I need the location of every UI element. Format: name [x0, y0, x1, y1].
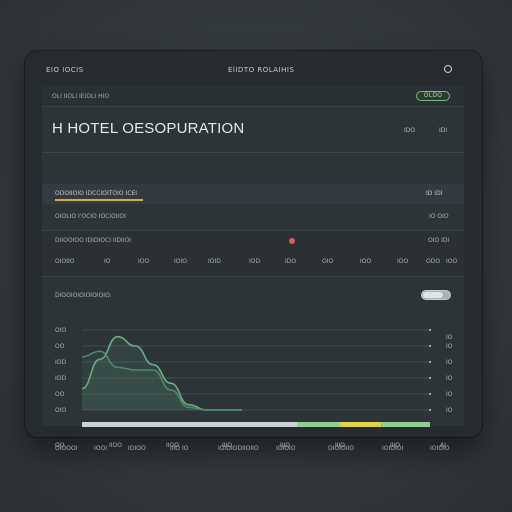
- top-bar: EIO IOCIS ElIDTO ROLAIHIS: [25, 51, 482, 89]
- title-meta-b[interactable]: IDI: [439, 127, 448, 134]
- footer-item[interactable]: IOIOIO: [430, 445, 450, 452]
- panel-header: OLI IIOLI IEIOLI HIO OLDO: [42, 86, 464, 107]
- chart-toggle[interactable]: [421, 290, 451, 300]
- y-tick-label: OIO: [55, 407, 66, 414]
- grid-end-dot: [429, 393, 431, 395]
- axis-tick: OIOIIO: [55, 258, 75, 265]
- y-tick-label: OIO: [55, 327, 66, 334]
- x-tick-label: IIIO: [390, 442, 400, 449]
- section-a-value: ID IDI: [426, 190, 443, 197]
- footer-bar: OIOOOI IOOI IOIOO IIIO IO IOIOIODIIOIIO …: [42, 445, 464, 467]
- axis-tick: IOO: [138, 258, 150, 265]
- chart-label: DIOOIOIOIOIOIOIO:: [55, 292, 112, 299]
- x-tick-label: IIIO: [335, 442, 345, 449]
- range-bar-segment: [381, 422, 430, 427]
- section-c-value: OIO IDI: [428, 237, 450, 244]
- top-left-label: EIO IOCIS: [46, 66, 84, 74]
- right-tick-label: IO: [446, 343, 453, 350]
- active-underline: [55, 199, 143, 201]
- grid-end-dot: [429, 345, 431, 347]
- y-tick-label: OO: [55, 343, 65, 350]
- title-row: H HOTEL OESOPURATION IDO IDI: [42, 107, 464, 153]
- x-tick-label: IIIO: [280, 442, 290, 449]
- grid-end-dot: [429, 409, 431, 411]
- section-b-row[interactable]: OIOLIO I'OCIO IOCIOIIOI IO OIO: [42, 204, 464, 230]
- section-c-row[interactable]: DIIOOIOO IDIDIOCI IIDIIOI OIO IDI: [42, 230, 464, 251]
- status-circle-icon[interactable]: [444, 65, 452, 73]
- axis-tick: IOIO: [174, 258, 187, 265]
- axis-tick: IOO: [397, 258, 409, 265]
- grid-end-dot: [429, 329, 431, 331]
- axis-tick: IOO: [446, 258, 458, 265]
- grid-end-dot: [429, 361, 431, 363]
- title-meta-a[interactable]: IDO: [404, 127, 416, 134]
- footer-item[interactable]: IOIOIOI: [382, 445, 404, 452]
- axis-tick: IDO: [285, 258, 297, 265]
- x-tick-label: IIOO: [109, 442, 122, 449]
- section-a-label: ODOIIOIO IDCCIOITOIO ICEI: [55, 190, 138, 197]
- footer-item[interactable]: OIOIOIIO: [328, 445, 354, 452]
- axis-tick: IO: [104, 258, 111, 265]
- y-tick-label: IOD: [55, 375, 66, 382]
- footer-item[interactable]: IOIOIO: [276, 445, 296, 452]
- series-area: [82, 336, 242, 410]
- footer-item[interactable]: OIOOOI: [55, 445, 78, 452]
- x-tick-label: AI: [440, 442, 446, 449]
- right-tick-label: IO: [446, 359, 453, 366]
- y-tick-label: OO: [55, 391, 65, 398]
- panel-header-label: OLI IIOLI IEIOLI HIO: [52, 93, 110, 100]
- alert-marker-icon: [289, 238, 295, 244]
- page-title: H HOTEL OESOPURATION: [52, 120, 245, 137]
- axis-tick: IOO: [360, 258, 372, 265]
- top-center-label: ElIDTO ROLAIHIS: [228, 66, 295, 74]
- chart-section: DIOOIOIOIOIOIOIO:: [42, 276, 464, 396]
- right-tick-label: IO: [446, 375, 453, 382]
- x-tick-label: OO: [55, 442, 65, 449]
- axis-tick-row: OIOIIO IO IOO IOIO IOID IOD IDO OIO IOO …: [42, 250, 464, 277]
- tablet-frame: EIO IOCIS ElIDTO ROLAIHIS OLI IIOLI IEIO…: [25, 51, 482, 452]
- range-bar-segment: [297, 422, 340, 427]
- section-a-row[interactable]: ODOIIOIO IDCCIOITOIO ICEI ID IDI: [42, 184, 464, 204]
- axis-tick: IOD: [249, 258, 261, 265]
- axis-tick: ODO: [426, 258, 441, 265]
- status-pill[interactable]: OLDO: [416, 91, 450, 101]
- right-tick-label: IO: [446, 391, 453, 398]
- range-bar-segment: [339, 422, 382, 427]
- main-panel: OLI IIOLI IEIOLI HIO OLDO H HOTEL OESOPU…: [42, 86, 464, 452]
- right-tick-label: IO: [446, 407, 453, 414]
- section-b-value: IO OIO: [429, 213, 449, 220]
- axis-tick: IOID: [208, 258, 221, 265]
- y-tick-label: IOD: [55, 359, 66, 366]
- section-c-label: DIIOOIOO IDIDIOCI IIDIIOI: [55, 237, 132, 244]
- x-tick-label: IIIO: [222, 442, 232, 449]
- right-tick-label: IO: [446, 334, 453, 341]
- footer-item[interactable]: IOIOIODIIOIIO: [218, 445, 259, 452]
- grid-end-dot: [429, 377, 431, 379]
- toggle-knob: [423, 292, 443, 298]
- axis-tick: OIO: [322, 258, 334, 265]
- footer-item[interactable]: IOOI: [94, 445, 107, 452]
- footer-item[interactable]: IIIO IO: [170, 445, 189, 452]
- section-b-label: OIOLIO I'OCIO IOCIOIIOI: [55, 213, 126, 220]
- range-bar-segment: [82, 422, 298, 427]
- x-tick-label: IIOO: [166, 442, 179, 449]
- footer-item[interactable]: IOIOO: [128, 445, 146, 452]
- series-line: [81, 350, 242, 411]
